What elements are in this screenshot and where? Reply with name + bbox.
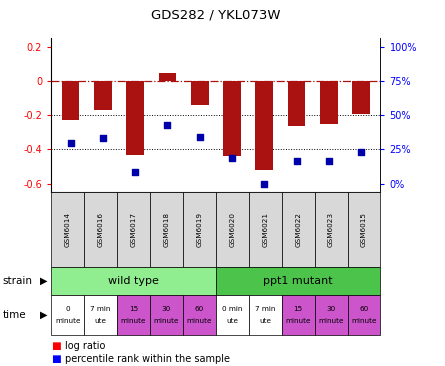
Text: 0: 0 [65, 306, 70, 311]
Text: strain: strain [2, 276, 32, 286]
Point [99, 135, 106, 141]
Text: 7 min: 7 min [90, 306, 111, 311]
Text: 15: 15 [129, 306, 138, 311]
Text: GSM6020: GSM6020 [229, 212, 235, 247]
Bar [287, 81, 305, 126]
Text: GSM6022: GSM6022 [295, 212, 301, 247]
Text: time: time [2, 310, 26, 320]
Bar [126, 81, 144, 154]
Text: GSM6019: GSM6019 [196, 212, 202, 247]
Bar [255, 81, 273, 170]
Bar [158, 72, 176, 81]
Text: minute: minute [186, 318, 212, 324]
Text: ute: ute [95, 318, 106, 324]
Text: GDS282 / YKL073W: GDS282 / YKL073W [151, 9, 281, 22]
Point [196, 134, 203, 140]
Text: ute: ute [227, 318, 238, 324]
Text: minute: minute [351, 318, 377, 324]
Point [261, 182, 268, 187]
Text: log ratio: log ratio [65, 341, 105, 351]
Text: 30: 30 [327, 306, 336, 311]
Text: 7 min: 7 min [255, 306, 275, 311]
Text: minute: minute [55, 318, 81, 324]
Text: GSM6014: GSM6014 [65, 212, 71, 247]
Bar [191, 81, 209, 105]
Text: ■: ■ [51, 341, 61, 351]
Text: minute: minute [285, 318, 311, 324]
Point [132, 169, 139, 175]
Point [228, 156, 235, 161]
Text: 30: 30 [162, 306, 171, 311]
Text: wild type: wild type [108, 276, 159, 286]
Bar [94, 81, 112, 110]
Text: 15: 15 [294, 306, 303, 311]
Point [164, 122, 171, 127]
Text: minute: minute [121, 318, 146, 324]
Text: 60: 60 [195, 306, 204, 311]
Text: ■: ■ [51, 354, 61, 364]
Text: GSM6023: GSM6023 [328, 212, 334, 247]
Text: GSM6018: GSM6018 [163, 212, 170, 247]
Bar [320, 81, 338, 124]
Point [325, 158, 332, 164]
Bar [62, 81, 79, 120]
Text: 0 min: 0 min [222, 306, 243, 311]
Point [67, 140, 74, 146]
Text: ▶: ▶ [40, 310, 48, 320]
Text: ▶: ▶ [40, 276, 48, 286]
Bar [352, 81, 370, 113]
Text: minute: minute [154, 318, 179, 324]
Text: minute: minute [318, 318, 344, 324]
Text: percentile rank within the sample: percentile rank within the sample [65, 354, 230, 364]
Text: ute: ute [259, 318, 271, 324]
Text: 60: 60 [360, 306, 368, 311]
Point [357, 149, 364, 155]
Text: ppt1 mutant: ppt1 mutant [263, 276, 333, 286]
Text: GSM6021: GSM6021 [262, 212, 268, 247]
Point [293, 158, 300, 164]
Text: GSM6016: GSM6016 [97, 212, 104, 247]
Text: GSM6015: GSM6015 [361, 212, 367, 247]
Text: GSM6017: GSM6017 [130, 212, 137, 247]
Bar [223, 81, 241, 156]
